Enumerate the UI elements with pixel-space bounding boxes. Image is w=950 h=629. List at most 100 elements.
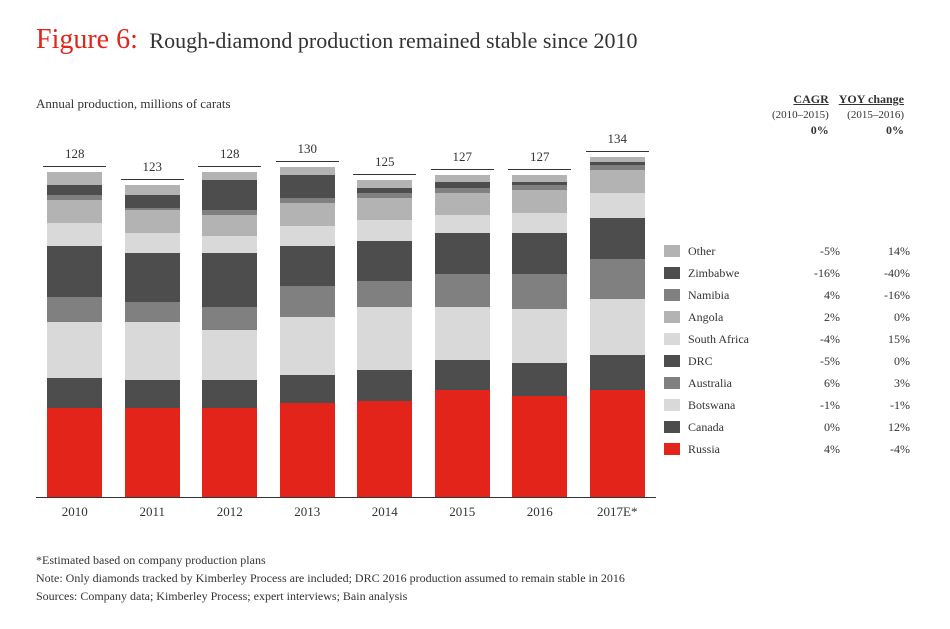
cagr-header: CAGR [768, 92, 833, 107]
bar-segment [435, 360, 490, 390]
x-axis-label: 2015 [435, 498, 490, 528]
legend-swatch [664, 333, 680, 345]
footnote-line: Sources: Company data; Kimberley Process… [36, 587, 625, 605]
bar-segment [280, 403, 335, 497]
x-axis-label: 2017E* [590, 498, 645, 528]
legend-yoy: 0% [840, 354, 910, 369]
bar-segment [435, 215, 490, 233]
bar-segment [590, 193, 645, 218]
bar-total-label: 123 [125, 159, 180, 175]
legend-cagr: 2% [770, 310, 840, 325]
bar-total-label: 128 [202, 146, 257, 162]
bar-segment [512, 175, 567, 183]
bar-segment [47, 246, 102, 297]
bar-segment [280, 317, 335, 375]
bar-segment [47, 408, 102, 497]
legend-yoy: -16% [840, 288, 910, 303]
legend-cagr: 6% [770, 376, 840, 391]
bar-segment [202, 253, 257, 306]
legend-yoy: -40% [840, 266, 910, 281]
bar-total-label: 127 [512, 149, 567, 165]
bar-column: 128 [202, 172, 257, 497]
legend-row: DRC-5%0% [664, 350, 910, 372]
bar-column: 134 [590, 157, 645, 497]
bar-segment [125, 302, 180, 322]
legend-swatch [664, 245, 680, 257]
legend-row: Angola2%0% [664, 306, 910, 328]
bar-total-label: 134 [590, 131, 645, 147]
bar-segment [435, 193, 490, 216]
bar-segment [202, 215, 257, 235]
legend-name: Namibia [688, 288, 770, 303]
bar-segment [280, 203, 335, 226]
x-axis-label: 2011 [125, 498, 180, 528]
legend-cagr: 4% [770, 442, 840, 457]
legend-cagr: -16% [770, 266, 840, 281]
bar-column: 130 [280, 167, 335, 497]
legend-swatch [664, 267, 680, 279]
bar-segment [47, 297, 102, 322]
bar-segment [280, 167, 335, 175]
cagr-range: (2010–2015) [768, 109, 833, 121]
legend-cagr: -4% [770, 332, 840, 347]
legend-swatch [664, 377, 680, 389]
bar-segment [47, 322, 102, 378]
legend-yoy: -4% [840, 442, 910, 457]
bar-column: 123 [125, 185, 180, 497]
bar-segment [125, 253, 180, 301]
legend-cagr: 0% [770, 420, 840, 435]
bar-column: 128 [47, 172, 102, 497]
bar-segment [202, 380, 257, 408]
bar-total-label: 128 [47, 146, 102, 162]
bar-segment [435, 233, 490, 274]
bar-segment [590, 259, 645, 300]
legend-row: Canada0%12% [664, 416, 910, 438]
bar-segment [512, 274, 567, 310]
bar-segment [357, 220, 412, 240]
bar-total-label: 127 [435, 149, 490, 165]
legend: Other-5%14%Zimbabwe-16%-40%Namibia4%-16%… [664, 240, 910, 460]
legend-name: Russia [688, 442, 770, 457]
bar-segment [125, 185, 180, 195]
bar-segment [202, 180, 257, 210]
legend-name: South Africa [688, 332, 770, 347]
legend-cagr: -1% [770, 398, 840, 413]
bar-segment [512, 233, 567, 274]
footnote-line: Note: Only diamonds tracked by Kimberley… [36, 569, 625, 587]
legend-swatch [664, 311, 680, 323]
bar-segment [357, 198, 412, 221]
bar-segment [202, 236, 257, 254]
footnote-line: *Estimated based on company production p… [36, 551, 625, 569]
yoy-range: (2015–2016) [835, 109, 908, 121]
bar-column: 127 [512, 175, 567, 497]
bar-segment [47, 172, 102, 185]
figure-title-text: Rough-diamond production remained stable… [149, 28, 637, 53]
legend-row: Russia4%-4% [664, 438, 910, 460]
figure-label: Figure 6: [36, 24, 138, 55]
bar-segment [357, 180, 412, 188]
legend-row: Other-5%14% [664, 240, 910, 262]
bar-segment [47, 185, 102, 195]
bar-segment [357, 241, 412, 282]
bar-segment [280, 226, 335, 246]
legend-swatch [664, 421, 680, 433]
legend-row: South Africa-4%15% [664, 328, 910, 350]
legend-cagr: 4% [770, 288, 840, 303]
legend-row: Botswana-1%-1% [664, 394, 910, 416]
yoy-header: YOY change [835, 92, 908, 107]
bar-segment [590, 390, 645, 497]
bar-segment [125, 322, 180, 380]
legend-row: Namibia4%-16% [664, 284, 910, 306]
x-axis-label: 2010 [47, 498, 102, 528]
summary-header: CAGR YOY change (2010–2015) (2015–2016) … [766, 90, 910, 140]
legend-yoy: -1% [840, 398, 910, 413]
bar-segment [357, 281, 412, 306]
bar-segment [125, 408, 180, 497]
bar-segment [125, 233, 180, 253]
bar-segment [202, 408, 257, 497]
x-axis-label: 2012 [202, 498, 257, 528]
legend-swatch [664, 443, 680, 455]
bar-segment [357, 370, 412, 400]
bar-total-label: 125 [357, 154, 412, 170]
legend-cagr: -5% [770, 244, 840, 259]
